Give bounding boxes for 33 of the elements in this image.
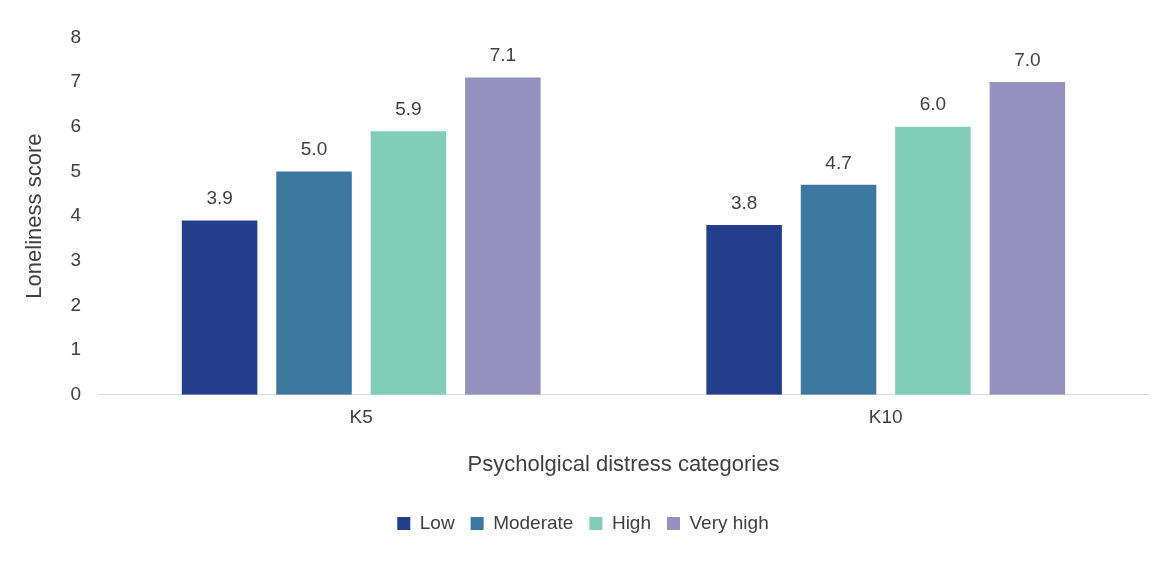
y-tick-label: 2 — [70, 293, 81, 315]
y-tick-label: 4 — [70, 204, 82, 226]
legend-label: Very high — [689, 511, 769, 533]
data-label: 7.0 — [1014, 48, 1041, 70]
x-tick-label: K10 — [868, 406, 903, 428]
data-label: 5.9 — [395, 97, 422, 119]
y-tick-label: 8 — [70, 25, 81, 47]
legend-label: Moderate — [493, 511, 574, 533]
y-tick-label: 7 — [70, 70, 81, 92]
data-label: 4.7 — [825, 151, 852, 173]
data-label: 5.0 — [300, 138, 328, 160]
bar — [370, 131, 447, 395]
data-label: 3.8 — [730, 191, 758, 213]
bar — [989, 82, 1066, 395]
x-axis-title: Psycholgical distress categories — [467, 450, 780, 476]
legend-label: Low — [419, 511, 455, 533]
y-axis-title: Loneliness score — [21, 133, 47, 299]
y-tick-label: 3 — [70, 249, 81, 271]
bar — [181, 220, 258, 395]
data-label: 7.1 — [489, 44, 517, 66]
y-tick-label: 6 — [70, 114, 81, 136]
bar — [706, 225, 782, 395]
bar — [276, 171, 352, 395]
data-label: 6.0 — [919, 93, 947, 115]
bar — [895, 126, 971, 395]
bar — [800, 184, 877, 395]
y-tick-label: 5 — [70, 159, 81, 181]
y-tick-label: 0 — [70, 383, 81, 405]
y-tick-label: 1 — [70, 338, 81, 360]
data-label: 3.9 — [206, 187, 233, 209]
x-tick-label: K5 — [349, 406, 373, 428]
legend-label: High — [611, 511, 651, 533]
bar — [465, 77, 541, 395]
